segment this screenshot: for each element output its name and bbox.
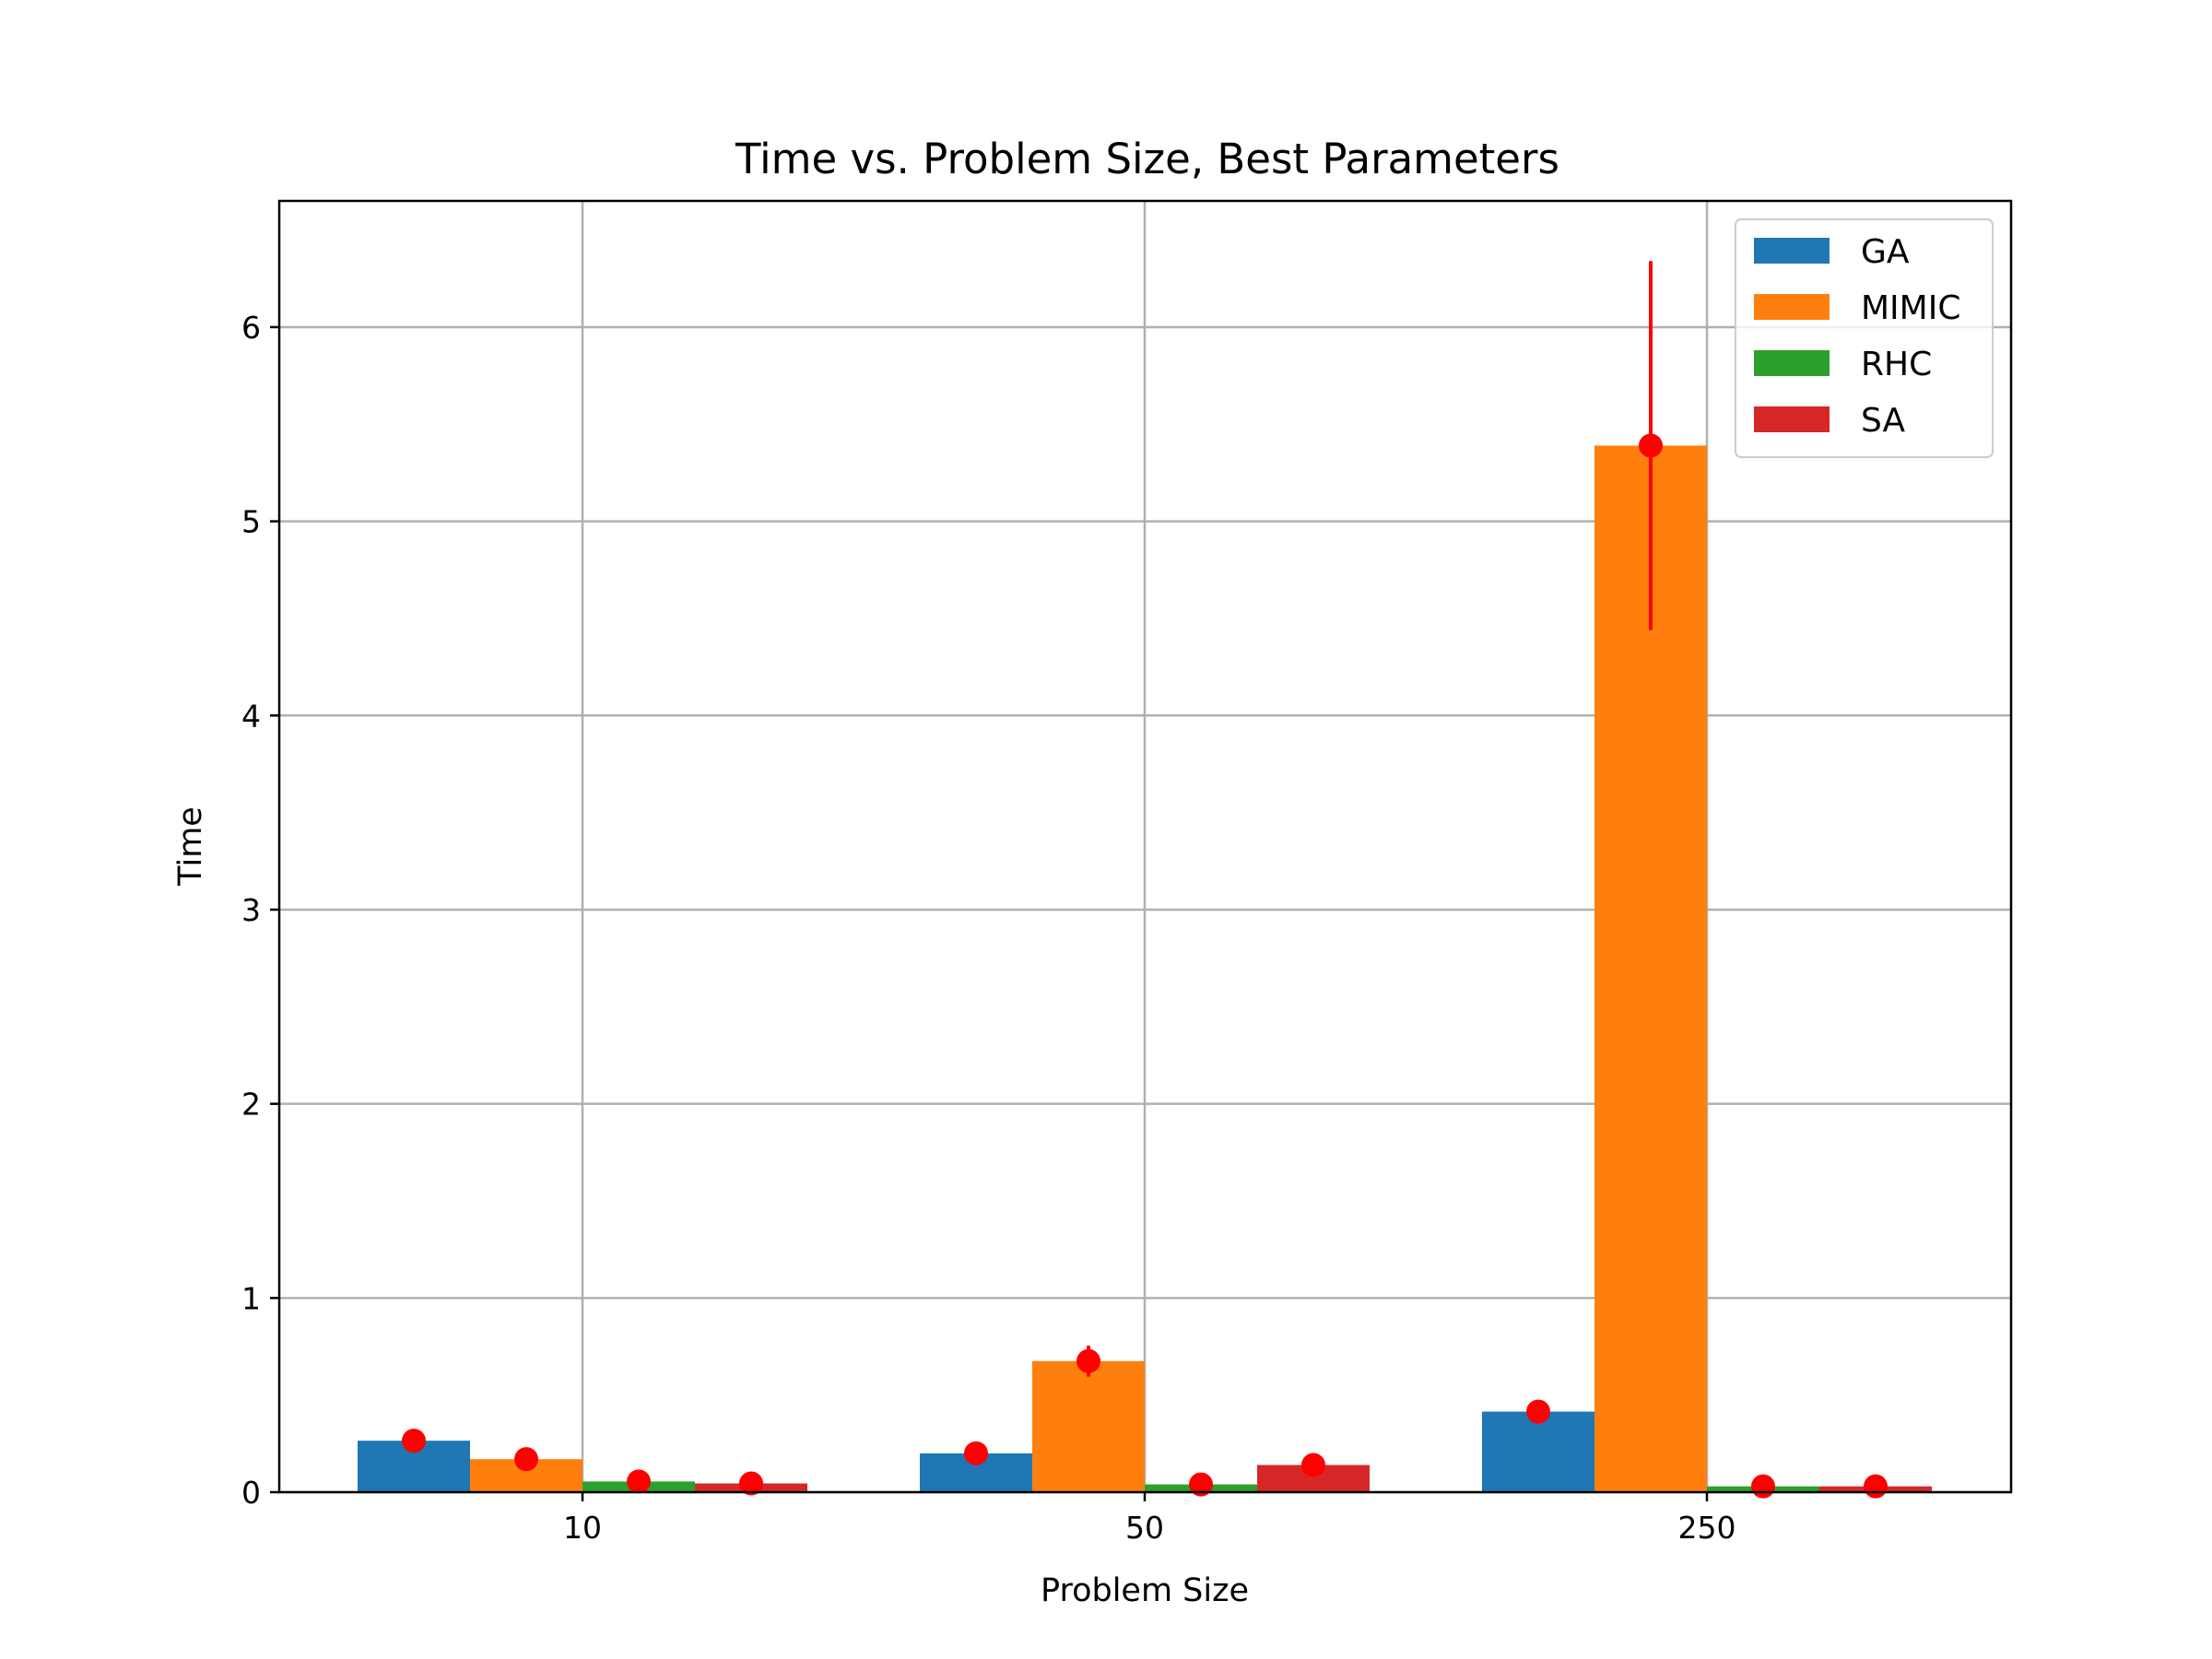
error-marker: [627, 1469, 651, 1494]
legend-label-ga: GA: [1861, 233, 1910, 271]
y-tick-label: 6: [241, 310, 261, 346]
legend-swatch-ga: [1754, 238, 1830, 264]
y-tick-label: 3: [241, 892, 261, 928]
y-tick-label: 4: [241, 698, 261, 734]
error-marker: [1301, 1453, 1325, 1477]
error-marker: [739, 1471, 763, 1496]
bar-ga: [1482, 1411, 1594, 1492]
legend-label-sa: SA: [1861, 402, 1906, 440]
legend-label-rhc: RHC: [1861, 346, 1932, 383]
x-tick-label: 250: [1678, 1510, 1736, 1546]
y-axis-title: Time: [172, 806, 209, 887]
error-marker: [514, 1447, 538, 1472]
error-marker: [1639, 433, 1663, 458]
x-axis-title: Problem Size: [1041, 1572, 1249, 1609]
y-tick-label: 2: [241, 1087, 261, 1123]
legend-label-mimic: MIMIC: [1861, 289, 1961, 327]
legend-swatch-sa: [1754, 406, 1830, 432]
error-marker: [1526, 1399, 1550, 1424]
error-marker: [1864, 1474, 1888, 1499]
bar-mimic: [1032, 1360, 1145, 1492]
y-tick-label: 1: [241, 1280, 261, 1316]
legend-frame: [1735, 218, 1994, 458]
x-tick-label: 10: [563, 1510, 602, 1546]
error-marker: [402, 1429, 426, 1453]
legend: GA MIMIC RHC SA: [1735, 218, 1994, 458]
error-marker: [1189, 1472, 1213, 1497]
legend-swatch-rhc: [1754, 350, 1830, 376]
x-tick-label: 50: [1125, 1510, 1164, 1546]
plot-bars: [358, 445, 1932, 1492]
y-tick-label: 5: [241, 504, 261, 540]
error-marker: [964, 1441, 988, 1465]
plot-ticks: 0 1 2 3 4 5 6 10 50 250: [241, 310, 1736, 1546]
error-marker: [1751, 1474, 1775, 1499]
legend-swatch-mimic: [1754, 294, 1830, 320]
y-tick-label: 0: [241, 1475, 261, 1511]
chart-title: Time vs. Problem Size, Best Parameters: [735, 135, 1559, 183]
plot-errors: [402, 261, 1888, 1499]
error-marker: [1077, 1348, 1100, 1373]
